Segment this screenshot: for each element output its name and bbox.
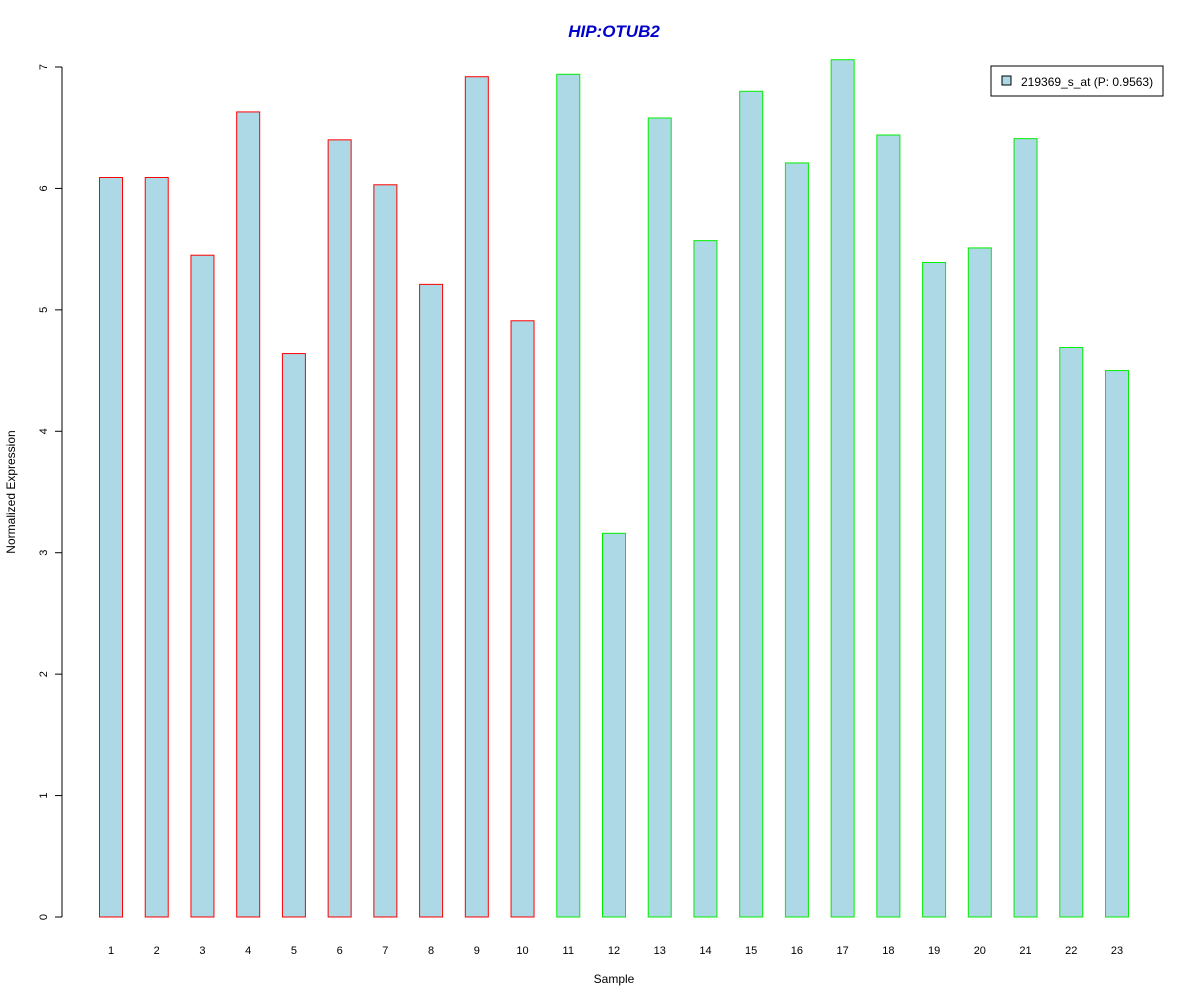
bar-sample-6 — [327, 139, 352, 918]
y-tick-label: 2 — [38, 671, 50, 677]
x-tick-label: 15 — [745, 945, 757, 957]
x-tick-label: 8 — [428, 945, 434, 957]
bar-sample-8 — [419, 283, 444, 918]
x-tick-label: 10 — [516, 945, 528, 957]
bar-sample-4 — [236, 111, 261, 918]
bar-sample-9 — [464, 76, 489, 918]
x-tick-label: 14 — [699, 945, 711, 957]
x-tick-label: 13 — [654, 945, 666, 957]
bar-sample-18 — [876, 134, 901, 918]
legend-label: 219369_s_at (P: 0.9563) — [1021, 75, 1153, 89]
bar-sample-13 — [647, 117, 672, 918]
bar-sample-3 — [190, 254, 215, 918]
x-tick-label: 11 — [563, 945, 574, 957]
x-tick-label: 3 — [199, 945, 205, 957]
x-tick-label: 12 — [608, 945, 620, 957]
x-tick-label: 2 — [154, 945, 160, 957]
y-axis: 0 1 2 3 4 5 6 7 — [38, 64, 63, 920]
bars — [99, 59, 1129, 918]
y-tick-label: 0 — [38, 914, 50, 920]
x-tick-label: 18 — [882, 945, 894, 957]
bar-sample-15 — [739, 90, 764, 918]
x-tick-label: 21 — [1019, 945, 1031, 957]
legend: 219369_s_at (P: 0.9563) — [990, 65, 1164, 97]
x-tick-label: 1 — [108, 945, 114, 957]
x-tick-label: 9 — [474, 945, 480, 957]
chart-title: HIP:OTUB2 — [568, 22, 660, 41]
x-tick-label: 7 — [382, 945, 388, 957]
x-tick-label: 4 — [245, 945, 251, 957]
bar-sample-19 — [922, 262, 947, 918]
bar-sample-1 — [99, 177, 123, 918]
bar-sample-7 — [373, 184, 398, 918]
bar-sample-14 — [693, 240, 718, 918]
x-tick-label: 20 — [974, 945, 986, 957]
legend-box — [990, 65, 1164, 97]
x-tick-label: 16 — [791, 945, 803, 957]
bar-sample-11 — [556, 73, 581, 918]
y-tick-label: 3 — [38, 550, 50, 556]
y-tick-label: 7 — [38, 64, 50, 70]
x-tick-label: 23 — [1111, 945, 1123, 957]
x-tick-label: 5 — [291, 945, 297, 957]
y-tick-label: 5 — [38, 307, 50, 313]
x-tick-label: 6 — [337, 945, 343, 957]
bar-sample-21 — [1013, 138, 1038, 918]
bar-sample-23 — [1105, 370, 1129, 918]
x-axis-label: Sample — [594, 972, 635, 986]
bar-sample-2 — [144, 177, 169, 918]
y-tick-label: 1 — [38, 793, 50, 799]
bar-sample-22 — [1059, 347, 1084, 918]
y-axis-label: Normalized Expression — [4, 430, 18, 553]
bar-sample-5 — [281, 353, 306, 918]
x-tick-label: 17 — [837, 945, 849, 957]
x-axis-tick-labels: 1 2 3 4 5 6 7 8 9 10 11 12 13 14 15 16 17 18 19 20 21 22 23 — [108, 945, 1123, 957]
x-tick-label: 19 — [928, 945, 940, 957]
y-tick-label: 6 — [38, 185, 50, 191]
bar-sample-10 — [510, 320, 535, 918]
bar-sample-12 — [602, 532, 626, 918]
y-tick-label: 4 — [38, 428, 50, 434]
x-tick-label: 22 — [1065, 945, 1077, 957]
bar-sample-16 — [784, 162, 809, 918]
legend-swatch — [1001, 75, 1012, 86]
bar-sample-17 — [830, 59, 855, 918]
bar-sample-20 — [967, 247, 992, 918]
